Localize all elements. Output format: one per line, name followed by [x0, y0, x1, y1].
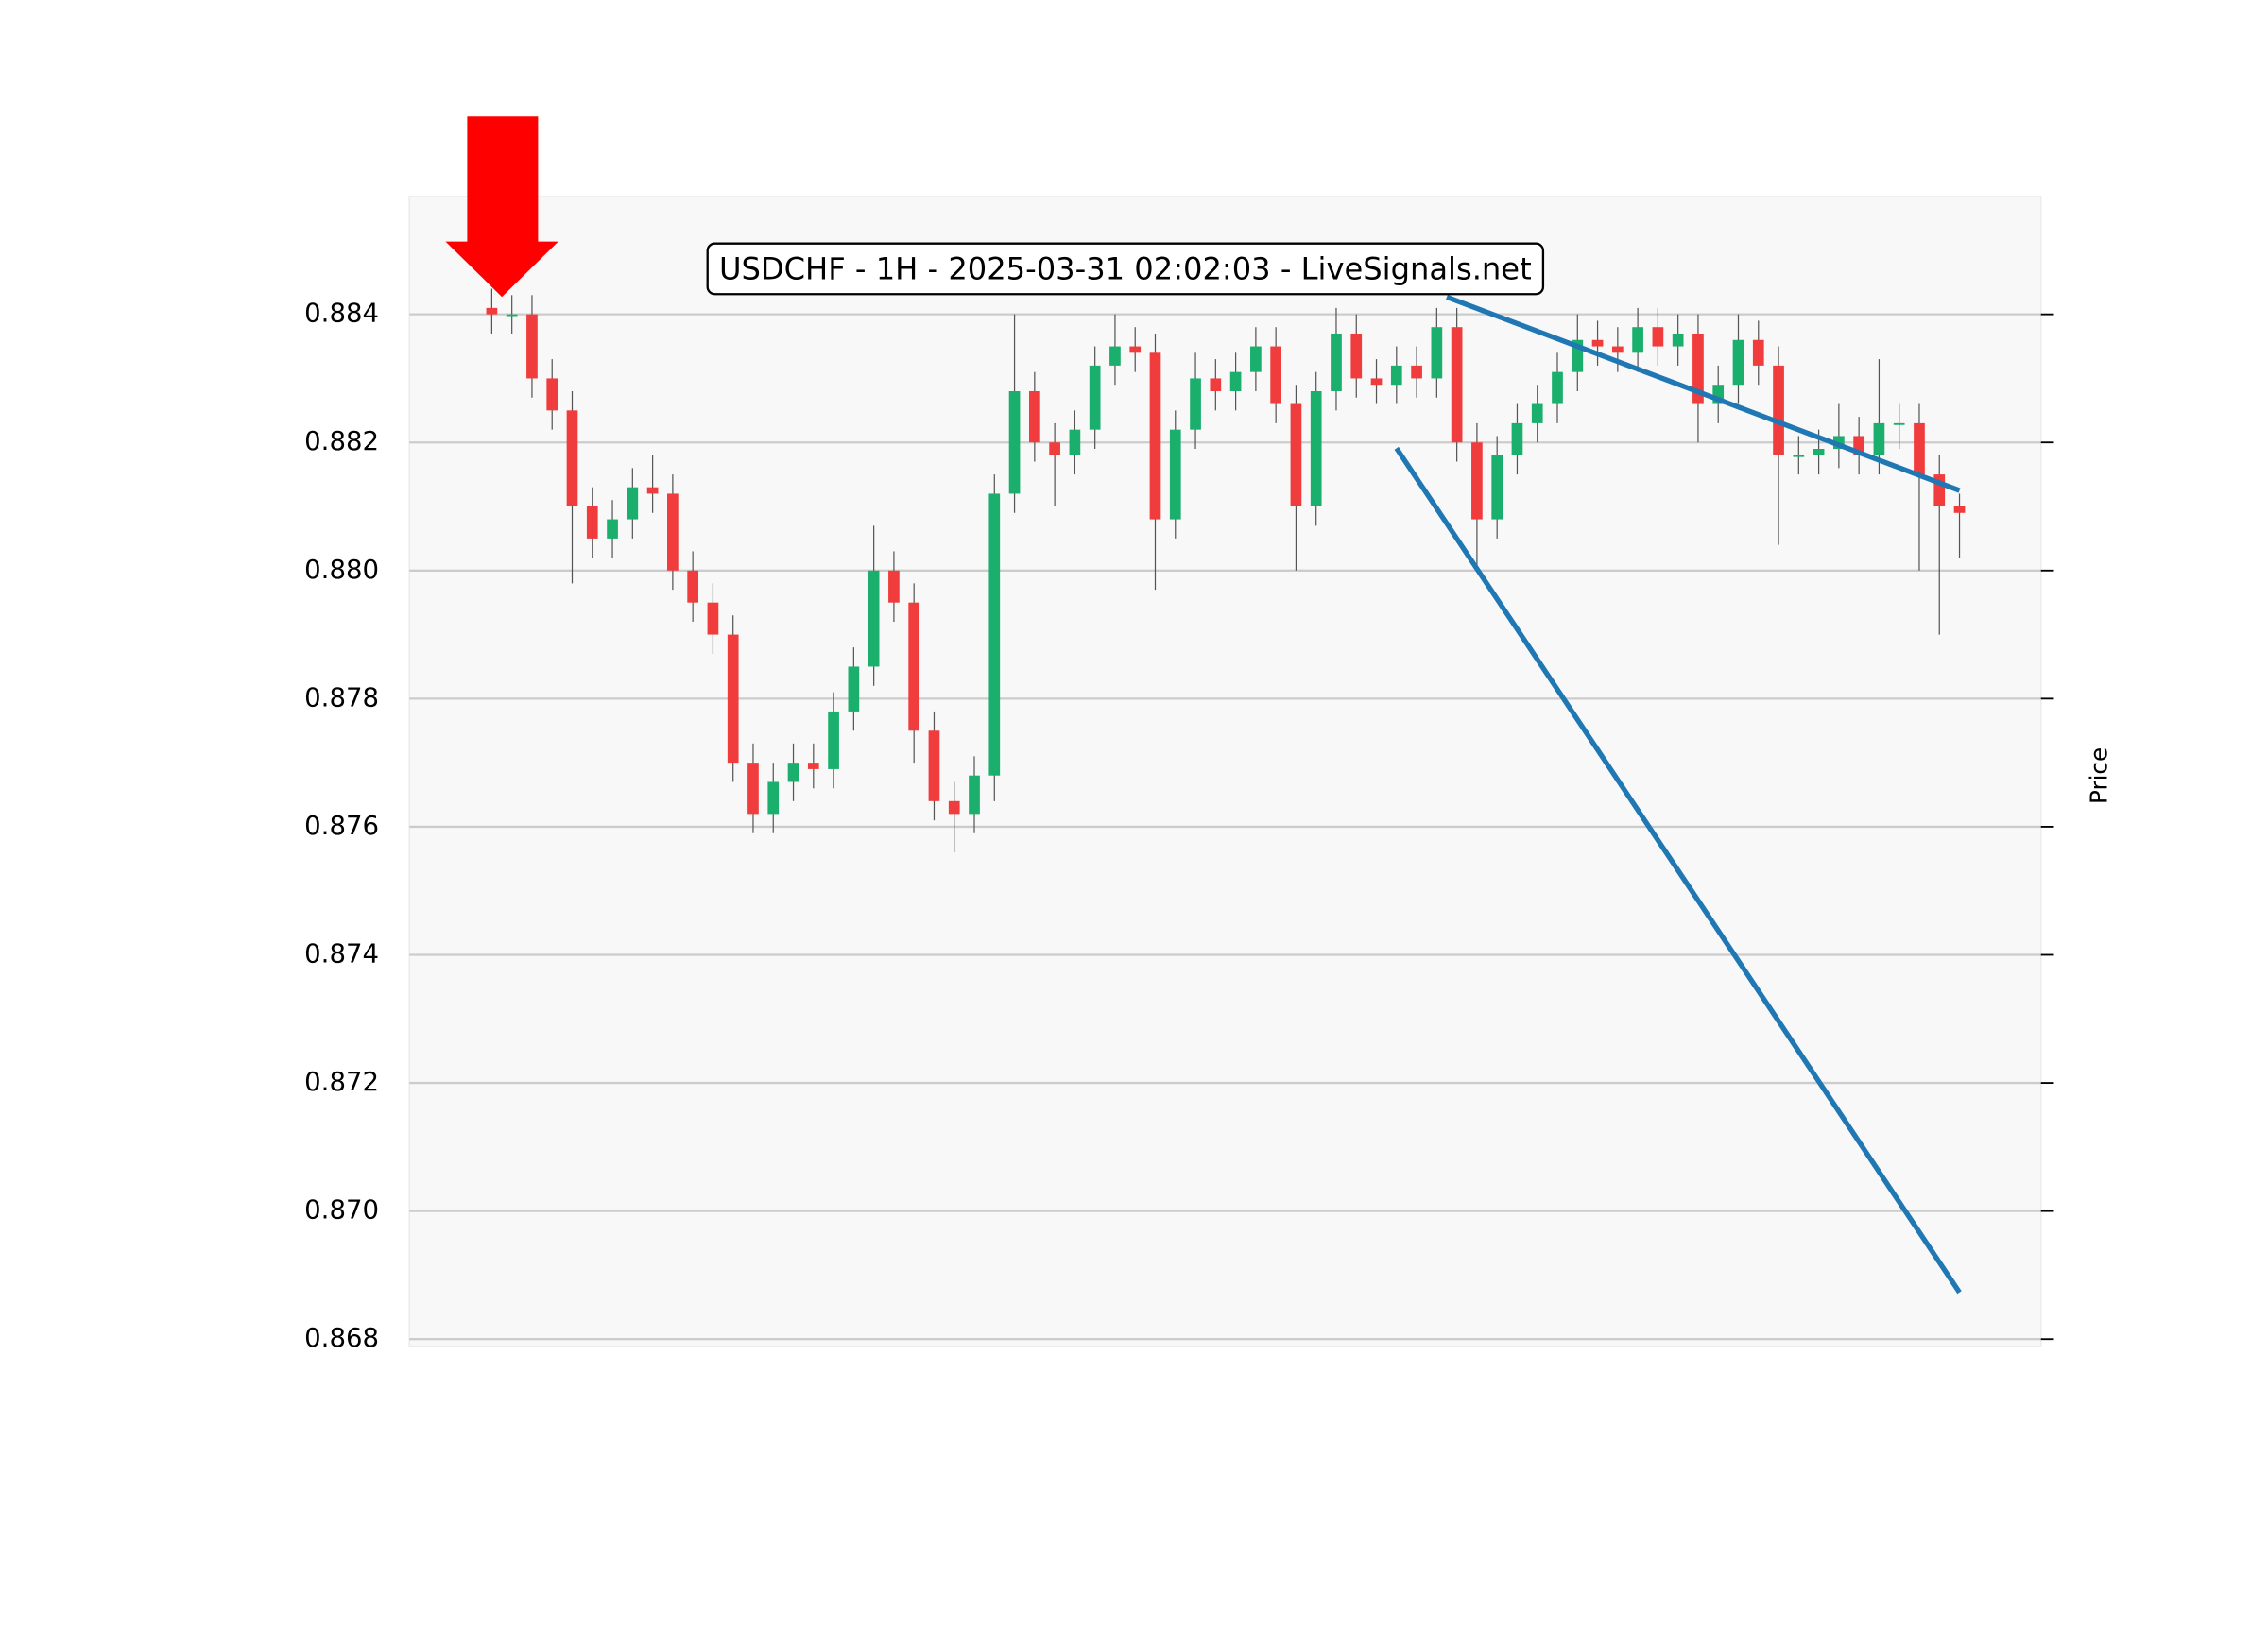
- candle-body: [687, 570, 699, 603]
- candle-body: [1552, 371, 1563, 404]
- candle-body: [1652, 327, 1664, 347]
- y-tick-label: 0.868: [304, 1322, 379, 1353]
- candle-body: [969, 775, 980, 815]
- trend-line: [1446, 294, 1961, 493]
- candle-body: [506, 314, 518, 317]
- candle-body: [1411, 365, 1422, 379]
- candle-body: [1069, 429, 1081, 455]
- candle-body: [1933, 474, 1946, 507]
- candle-body: [1793, 455, 1805, 457]
- candle-body: [948, 800, 960, 815]
- candle-body: [928, 730, 940, 801]
- candle-body: [888, 570, 900, 603]
- y-tick-label: 0.880: [304, 554, 379, 585]
- candle-body: [747, 763, 759, 815]
- candle-body: [1190, 378, 1201, 430]
- candle-body: [1370, 378, 1383, 386]
- candle-body: [1169, 429, 1181, 520]
- candle-body: [1813, 448, 1825, 455]
- candle-body: [807, 763, 819, 769]
- candle-body: [1572, 339, 1584, 372]
- candle-body: [546, 378, 558, 411]
- plot-area: [408, 196, 2042, 1347]
- candle-body: [1752, 339, 1764, 366]
- trend-line: [1394, 446, 1962, 1295]
- candle-body: [1229, 371, 1242, 391]
- candle-body: [727, 634, 739, 764]
- candle-body: [1953, 506, 1966, 513]
- y-tick-label: 0.870: [304, 1194, 379, 1226]
- y-axis-label: Price: [2085, 747, 2112, 804]
- candle-body: [1531, 403, 1543, 423]
- candle-body: [1893, 422, 1905, 425]
- candle-body: [1611, 346, 1624, 353]
- candle-body: [1692, 333, 1704, 404]
- candle-body: [1914, 422, 1925, 475]
- candle-body: [1270, 346, 1282, 404]
- candle-body: [848, 666, 860, 712]
- candle-body: [646, 487, 659, 494]
- grid: 0.868 0.870 0.872 0.874 0.876 0.878 0.880 0.882…: [304, 298, 2054, 1353]
- candle-body: [486, 307, 498, 315]
- candle-body: [1331, 333, 1342, 391]
- candle-body: [1250, 346, 1262, 372]
- candle-body: [1129, 346, 1142, 353]
- candle-body: [868, 570, 880, 667]
- candle-body: [1451, 327, 1463, 443]
- candle-body: [1712, 385, 1725, 404]
- y-tick-label: 0.874: [304, 937, 379, 969]
- candle-body: [988, 493, 1001, 776]
- candle-body: [1853, 436, 1864, 455]
- candle-body: [1049, 442, 1060, 455]
- candle-body: [1028, 390, 1040, 443]
- trend-lines: [1394, 294, 1962, 1295]
- candles: [486, 288, 1966, 853]
- candle-body: [627, 487, 639, 520]
- candle-body: [1471, 442, 1483, 520]
- candle-body: [1491, 455, 1503, 520]
- candle-body: [607, 519, 618, 539]
- y-tick-label: 0.878: [304, 681, 379, 712]
- candle-body: [1732, 339, 1744, 386]
- y-tick-label: 0.876: [304, 810, 379, 841]
- candle-body: [1210, 378, 1222, 391]
- candle-body: [1008, 390, 1021, 494]
- candle-body: [667, 493, 679, 571]
- candle-body: [1149, 352, 1161, 520]
- candle-body: [1310, 390, 1322, 507]
- candle-body: [1773, 365, 1784, 455]
- candle-body: [767, 781, 780, 815]
- candle-body: [1089, 365, 1101, 430]
- candle-body: [1390, 365, 1402, 386]
- candle-body: [1511, 422, 1523, 455]
- candle-body: [526, 314, 538, 379]
- y-tick-label: 0.882: [304, 425, 379, 456]
- candle-body: [586, 506, 598, 539]
- signal-arrow: [445, 116, 558, 298]
- candle-body: [1290, 403, 1302, 507]
- y-tick-label: 0.884: [304, 298, 379, 329]
- chart-title: USDCHF - 1H - 2025-03-31 02:02:03 - Live…: [719, 250, 1532, 286]
- candle-body: [1873, 422, 1885, 455]
- candle-body: [566, 410, 578, 507]
- candle-body: [828, 711, 839, 769]
- candle-body: [1350, 333, 1363, 379]
- candle-body: [1672, 333, 1684, 347]
- candle-body: [1591, 339, 1604, 347]
- y-tick-label: 0.872: [304, 1066, 379, 1097]
- candle-body: [1431, 327, 1443, 379]
- candle-body: [787, 763, 799, 782]
- candle-body: [707, 602, 719, 635]
- candle-body: [908, 602, 920, 731]
- candle-body: [1109, 346, 1121, 366]
- candle-body: [1632, 327, 1643, 353]
- title-box: [706, 242, 1545, 296]
